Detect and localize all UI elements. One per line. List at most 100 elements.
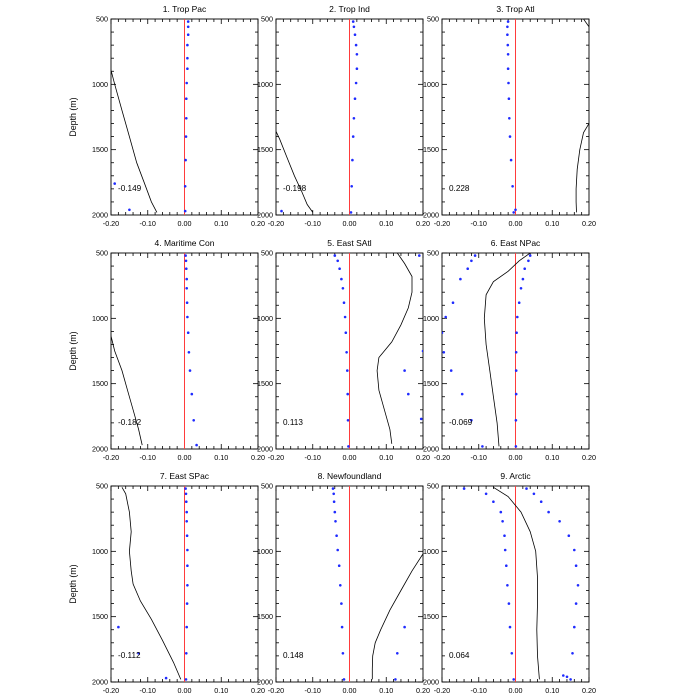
x-tick-label: -0.20 xyxy=(268,219,284,228)
profile-curve xyxy=(483,253,531,447)
data-point xyxy=(334,520,337,523)
x-tick-label: 0.20 xyxy=(582,453,596,462)
panel-value-label: -0.182 xyxy=(118,418,142,427)
x-tick-label: 0.10 xyxy=(214,686,228,695)
x-tick-label: -0.10 xyxy=(305,453,321,462)
data-point xyxy=(506,33,509,36)
data-layer xyxy=(276,19,359,215)
x-tick-label: 0.20 xyxy=(416,453,430,462)
data-layer xyxy=(462,486,580,682)
data-point xyxy=(184,492,188,496)
x-tick-label: 0.00 xyxy=(509,219,523,228)
y-tick-label: 500 xyxy=(427,482,439,491)
data-point xyxy=(515,331,518,335)
data-point xyxy=(355,53,359,56)
y-axis-title: Depth (m) xyxy=(68,564,78,603)
panel-3: 3. Trop Atl -0.20 -0.10 0.00 0.10 0.20 500 1000… xyxy=(423,4,596,228)
data-point xyxy=(351,20,355,23)
x-tick-label: 0.20 xyxy=(251,453,265,462)
y-tick-label: 1000 xyxy=(92,314,108,323)
panel-value-label: -0.069 xyxy=(449,418,473,427)
data-point xyxy=(113,182,116,185)
data-point xyxy=(516,315,519,319)
data-layer xyxy=(333,253,423,449)
data-point xyxy=(185,625,188,629)
y-tick-label: 1500 xyxy=(257,612,273,621)
x-tick-label: 0.10 xyxy=(379,686,393,695)
data-point xyxy=(532,492,536,496)
data-point xyxy=(507,97,511,100)
profile-curve-segment xyxy=(583,19,589,28)
data-point xyxy=(186,548,189,552)
data-point xyxy=(466,267,470,271)
y-tick-label: 500 xyxy=(427,249,439,258)
x-tick-label: 0.20 xyxy=(251,686,265,695)
data-point xyxy=(396,652,399,655)
data-point xyxy=(333,510,337,514)
data-point xyxy=(186,43,189,47)
data-point xyxy=(346,392,350,396)
data-point xyxy=(519,287,523,290)
data-point xyxy=(514,445,518,448)
data-point xyxy=(164,676,168,680)
data-point xyxy=(184,135,188,138)
x-tick-label: -0.20 xyxy=(103,686,119,695)
data-point xyxy=(186,331,190,335)
x-tick-label: 0.10 xyxy=(214,219,228,228)
panel-title: 6. East NPac xyxy=(491,238,541,248)
y-tick-label: 1000 xyxy=(92,80,108,89)
data-point xyxy=(517,301,521,305)
y-tick-label: 1000 xyxy=(257,314,273,323)
data-point xyxy=(185,117,188,120)
data-point xyxy=(539,500,543,504)
y-tick-label: 500 xyxy=(96,249,108,258)
data-point xyxy=(558,520,561,523)
data-point xyxy=(336,259,340,263)
data-point xyxy=(184,254,187,257)
data-point xyxy=(185,97,188,100)
data-point xyxy=(340,277,343,281)
y-tick-label: 2000 xyxy=(257,445,273,454)
data-point xyxy=(569,678,572,681)
data-point xyxy=(128,208,131,212)
x-tick-label: 0.00 xyxy=(178,686,192,695)
data-point xyxy=(346,369,349,372)
data-point xyxy=(514,392,518,396)
y-tick-label: 1500 xyxy=(257,379,273,388)
data-point xyxy=(451,301,455,305)
profile-curve xyxy=(111,334,143,446)
data-point xyxy=(499,510,503,514)
data-point xyxy=(137,652,140,655)
panel-value-label: -0.198 xyxy=(283,184,307,193)
data-point xyxy=(345,351,348,354)
data-point xyxy=(470,259,473,263)
data-point xyxy=(449,369,453,372)
data-point xyxy=(506,67,510,70)
x-tick-label: 0.10 xyxy=(545,453,559,462)
data-point xyxy=(508,117,511,120)
x-tick-label: -0.20 xyxy=(103,453,119,462)
data-point xyxy=(331,487,335,490)
data-point xyxy=(351,135,355,138)
profile-curve xyxy=(276,130,314,213)
data-point xyxy=(505,564,508,567)
data-layer xyxy=(331,486,423,682)
x-tick-label: -0.20 xyxy=(103,219,119,228)
data-point xyxy=(185,510,188,514)
data-point xyxy=(506,20,510,23)
panel-1: 1. Trop Pac -0.20 -0.10 0.00 0.10 0.20 500 1000… xyxy=(92,4,265,228)
y-axis-title: Depth (m) xyxy=(68,331,78,370)
data-point xyxy=(576,584,580,587)
data-point xyxy=(342,301,346,305)
data-point xyxy=(473,254,477,257)
x-tick-label: 0.10 xyxy=(545,219,559,228)
x-tick-label: 0.00 xyxy=(509,686,523,695)
data-point xyxy=(333,254,337,257)
y-tick-label: 1500 xyxy=(92,145,108,154)
x-tick-label: 0.00 xyxy=(343,453,357,462)
data-point xyxy=(332,492,336,496)
data-point xyxy=(547,510,550,514)
panel-4: 4. Maritime Con -0.20 -0.10 0.00 0.10 0.20 500… xyxy=(92,238,265,462)
y-tick-label: 2000 xyxy=(92,445,108,454)
data-point xyxy=(562,674,565,677)
